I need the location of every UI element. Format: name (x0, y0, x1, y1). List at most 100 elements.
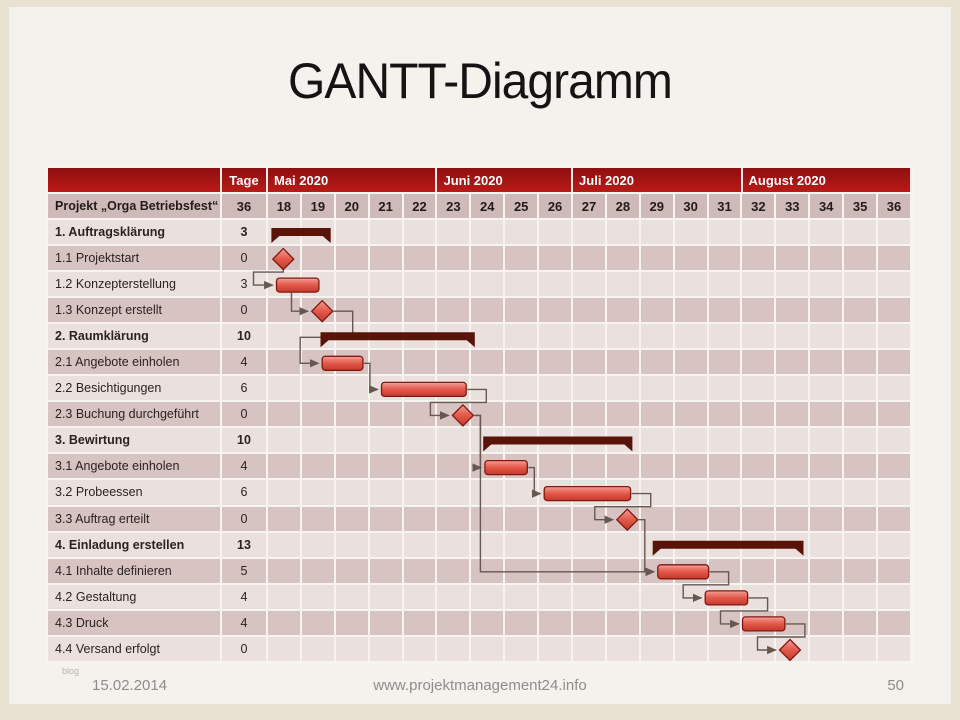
grid-cell (606, 246, 641, 271)
gantt-table: Tage Mai 2020 Juni 2020 Juli 2020 August 202… (46, 166, 914, 665)
week-header-cell-25: 25 (505, 194, 540, 218)
grid-cell (369, 506, 404, 531)
grid-cell (539, 428, 574, 453)
grid-cell (437, 376, 472, 401)
grid-cell (708, 402, 743, 427)
grid-cell (606, 350, 641, 375)
grid-cell (335, 610, 370, 635)
task-row-1.2: 1.2 Konzepterstellung 3 (48, 272, 912, 299)
grid-cell (268, 246, 302, 271)
task-row-1.1: 1.1 Projektstart 0 (48, 246, 912, 273)
task-name-2: 2. Raumklärung (48, 324, 222, 349)
grid-cell (505, 454, 540, 479)
grid-cell (878, 506, 912, 531)
month-header-2: Juni 2020 (437, 168, 574, 192)
grid-cell (369, 610, 404, 635)
grid-cell (810, 246, 845, 271)
grid-cell (573, 610, 607, 635)
grid-cell (776, 506, 811, 531)
grid-cell (369, 454, 404, 479)
grid-cell (301, 558, 336, 583)
grid-cell (640, 480, 675, 505)
slide-title: GANTT-Diagramm (288, 53, 673, 109)
grid-cell (878, 246, 912, 271)
grid-cell (742, 246, 777, 271)
grid-cell (301, 584, 336, 609)
grid-cell (369, 272, 404, 297)
grid-cell (539, 610, 574, 635)
grid-cell (573, 272, 607, 297)
grid-cell (776, 480, 811, 505)
grid-cell (471, 402, 506, 427)
task-tage-1.1: 0 (222, 246, 268, 271)
grid-cell (268, 272, 302, 297)
slide-frame-bottom (0, 704, 960, 720)
grid-cell (335, 402, 370, 427)
grid-cell (878, 532, 912, 557)
task-row-3.1: 3.1 Angebote einholen 4 (48, 454, 912, 481)
task-tage-1.3: 0 (222, 298, 268, 323)
grid-cell (606, 428, 641, 453)
grid-cell (268, 324, 302, 349)
grid-cell (810, 428, 845, 453)
grid-cell (844, 636, 879, 661)
grid-cell (810, 402, 845, 427)
grid-cell (810, 636, 845, 661)
grid-cell (268, 350, 302, 375)
grid-cell (471, 324, 506, 349)
grid-cell (606, 558, 641, 583)
grid-cell (878, 402, 912, 427)
grid-cell (268, 610, 302, 635)
grid-cell (844, 480, 879, 505)
tage-header-cell: Tage (222, 168, 268, 192)
grid-cell (674, 272, 709, 297)
grid-cell (878, 376, 912, 401)
grid-cell (505, 272, 540, 297)
grid-cell (539, 402, 574, 427)
grid-cell (335, 428, 370, 453)
task-name-4.3: 4.3 Druck (48, 610, 222, 635)
grid-cell (437, 506, 472, 531)
grid-cell (335, 298, 370, 323)
slide-frame-left (0, 0, 9, 720)
grid-cell (606, 298, 641, 323)
task-tage-1: 3 (222, 220, 268, 245)
grid-cell (403, 558, 438, 583)
week-header-cell-29: 29 (640, 194, 675, 218)
grid-cell (708, 454, 743, 479)
grid-cell (742, 610, 777, 635)
grid-cell (810, 584, 845, 609)
grid-cell (844, 376, 879, 401)
grid-cell (742, 428, 777, 453)
week-header-cell-32: 32 (742, 194, 777, 218)
grid-cell (471, 220, 506, 245)
grid-cell (369, 480, 404, 505)
grid-cell (471, 558, 506, 583)
grid-cell (471, 480, 506, 505)
grid-cell (640, 376, 675, 401)
grid-cell (301, 272, 336, 297)
week-header-cell-28: 28 (606, 194, 641, 218)
grid-cell (878, 298, 912, 323)
grid-cell (606, 636, 641, 661)
grid-cell (403, 402, 438, 427)
grid-cell (810, 324, 845, 349)
grid-cell (437, 220, 472, 245)
task-name-1.2: 1.2 Konzepterstellung (48, 272, 222, 297)
grid-cell (573, 428, 607, 453)
grid-cell (505, 428, 540, 453)
grid-cell (369, 246, 404, 271)
grid-cell (573, 402, 607, 427)
task-row-4.1: 4.1 Inhalte definieren 5 (48, 558, 912, 585)
grid-cell (335, 376, 370, 401)
grid-cell (403, 584, 438, 609)
grid-cell (674, 584, 709, 609)
grid-cell (573, 298, 607, 323)
footer-date: 15.02.2014 (92, 677, 168, 694)
week-header-cell-24: 24 (471, 194, 506, 218)
grid-cell (742, 636, 777, 661)
grid-cell (268, 532, 302, 557)
grid-cell (505, 636, 540, 661)
grid-cell (844, 246, 879, 271)
grid-cell (878, 454, 912, 479)
